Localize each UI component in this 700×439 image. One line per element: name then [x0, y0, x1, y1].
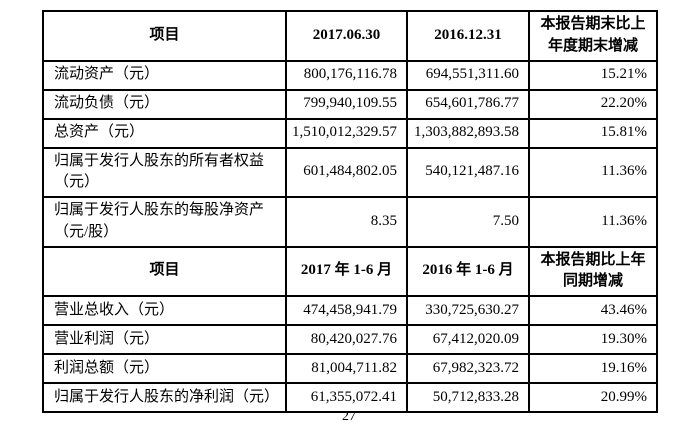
row-change: 20.99% — [528, 382, 658, 413]
table-row: 流动负债（元） 799,940,109.55 654,601,786.77 22… — [42, 88, 658, 120]
row-value1: 474,458,941.79 — [285, 295, 408, 326]
header-period-2017-h1: 2017 年 1-6 月 — [285, 245, 408, 297]
row-change: 22.20% — [528, 88, 658, 120]
header-period-2017-06-30: 2017.06.30 — [285, 10, 408, 62]
financial-summary-table: 项目 2017.06.30 2016.12.31 本报告期末比上 年度期末增减 … — [42, 10, 658, 413]
row-label: 营业总收入（元） — [42, 295, 287, 326]
row-change: 15.81% — [528, 117, 658, 149]
row-label: 归属于发行人股东的净利润（元） — [42, 382, 287, 413]
table-row: 归属于发行人股东的净利润（元） 61,355,072.41 50,712,833… — [42, 382, 658, 413]
header-change-line1: 本报告期比上年 — [540, 251, 646, 268]
row-value2: 67,982,323.72 — [406, 353, 530, 384]
row-value2: 67,412,020.09 — [406, 324, 530, 355]
table-row: 总资产（元） 1,510,012,329.57 1,303,882,893.58… — [42, 117, 658, 149]
row-label-line2: （元） — [54, 174, 100, 191]
header-change-vs-prior-period: 本报告期比上年 同期增减 — [528, 245, 658, 297]
row-value1: 61,355,072.41 — [285, 382, 408, 413]
header-item: 项目 — [42, 10, 287, 62]
row-value2: 540,121,487.16 — [406, 146, 530, 198]
row-label-line1: 归属于发行人股东的每股净资产 — [54, 202, 265, 218]
table-row: 营业总收入（元） 474,458,941.79 330,725,630.27 4… — [42, 295, 658, 326]
table-row: 归属于发行人股东的每股净资产 （元/股） 8.35 7.50 11.36% — [42, 196, 658, 248]
table-row: 归属于发行人股东的所有者权益 （元） 601,484,802.05 540,12… — [42, 146, 658, 198]
header-change-line2: 同期增减 — [562, 273, 623, 290]
table-row: 利润总额（元） 81,004,711.82 67,982,323.72 19.1… — [42, 353, 658, 384]
row-label: 归属于发行人股东的所有者权益 （元） — [42, 146, 287, 198]
row-value1: 1,510,012,329.57 — [285, 117, 408, 149]
row-change: 15.21% — [528, 59, 658, 91]
row-value1: 80,420,027.76 — [285, 324, 408, 355]
row-label: 归属于发行人股东的每股净资产 （元/股） — [42, 196, 287, 248]
row-label: 利润总额（元） — [42, 353, 287, 384]
row-label: 流动资产（元） — [42, 59, 287, 91]
table-row: 流动资产（元） 800,176,116.78 694,551,311.60 15… — [42, 59, 658, 91]
row-value2: 654,601,786.77 — [406, 88, 530, 120]
header-change-vs-prior-year-end: 本报告期末比上 年度期末增减 — [528, 10, 658, 62]
row-change: 19.16% — [528, 353, 658, 384]
row-value1: 81,004,711.82 — [285, 353, 408, 384]
table-row: 营业利润（元） 80,420,027.76 67,412,020.09 19.3… — [42, 324, 658, 355]
row-value1: 601,484,802.05 — [285, 146, 408, 198]
row-change: 11.36% — [528, 196, 658, 248]
row-label: 总资产（元） — [42, 117, 287, 149]
row-value1: 799,940,109.55 — [285, 88, 408, 120]
header-period-2016-12-31: 2016.12.31 — [406, 10, 530, 62]
table-header-balance: 项目 2017.06.30 2016.12.31 本报告期末比上 年度期末增减 — [42, 10, 658, 62]
row-value2: 1,303,882,893.58 — [406, 117, 530, 149]
header-period-2016-h1: 2016 年 1-6 月 — [406, 245, 530, 297]
header-change-line2: 年度期末增减 — [547, 37, 638, 54]
row-change: 11.36% — [528, 146, 658, 198]
row-label-line2: （元/股） — [54, 223, 119, 240]
row-value2: 7.50 — [406, 196, 530, 248]
row-label-line1: 归属于发行人股东的所有者权益 — [54, 152, 265, 169]
page-number: 27 — [342, 409, 356, 424]
row-label: 流动负债（元） — [42, 88, 287, 120]
row-label: 营业利润（元） — [42, 324, 287, 355]
header-item: 项目 — [42, 245, 287, 297]
row-value1: 800,176,116.78 — [285, 59, 408, 91]
row-value2: 330,725,630.27 — [406, 295, 530, 326]
header-change-line1: 本报告期末比上 — [540, 16, 646, 32]
row-value2: 694,551,311.60 — [406, 59, 530, 91]
row-value1: 8.35 — [285, 196, 408, 248]
row-value2: 50,712,833.28 — [406, 382, 530, 413]
table-header-income: 项目 2017 年 1-6 月 2016 年 1-6 月 本报告期比上年 同期增… — [42, 245, 658, 297]
row-change: 43.46% — [528, 295, 658, 326]
row-change: 19.30% — [528, 324, 658, 355]
